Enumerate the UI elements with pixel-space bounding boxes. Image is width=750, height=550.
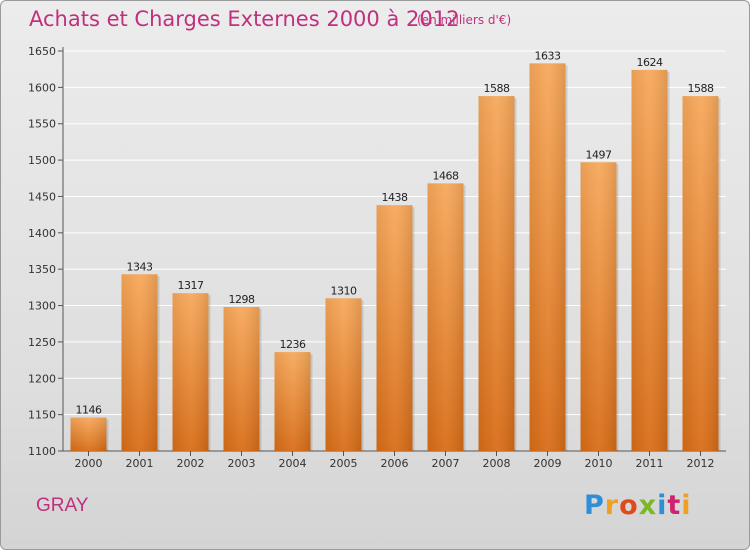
bar-shade [274,352,311,451]
bar-shade [121,274,158,451]
bar-shade [631,69,668,451]
x-tick-label: 2000 [75,457,103,470]
value-label: 1588 [484,82,510,95]
logo-letter: i [681,490,692,521]
value-label: 1343 [127,260,153,273]
value-label: 1310 [331,284,357,297]
x-tick-label: 2001 [126,457,154,470]
bar-shade [478,96,515,451]
bar-shade [580,162,617,452]
value-label: 1588 [688,82,714,95]
labels: 1100 1150 1200 1250 1300 1350 1400 1450 1500 1550… [28,45,715,470]
y-tick-label: 1250 [28,336,56,349]
y-tick-label: 1200 [28,372,56,385]
chart-unit-label: (en milliers d'€) [417,13,512,27]
bar-shade [325,298,362,451]
value-label: 1146 [76,404,102,417]
x-tick-label: 2005 [330,457,358,470]
y-tick-label: 1500 [28,154,56,167]
value-label: 1497 [586,148,612,161]
value-label: 1236 [280,338,306,351]
x-tick-label: 2011 [636,457,664,470]
bar-shade [70,417,107,451]
x-tick-label: 2003 [228,457,256,470]
bars [70,63,721,452]
x-tick-label: 2004 [279,457,307,470]
x-tick-label: 2008 [483,457,511,470]
proxiti-logo[interactable]: Proxiti [584,490,692,521]
x-tick-label: 2002 [177,457,205,470]
y-tick-label: 1350 [28,263,56,276]
y-tick-label: 1650 [28,45,56,58]
bar-shade [682,96,719,451]
value-label: 1438 [382,191,408,204]
logo-letter: x [638,490,658,521]
logo-letter: i [657,490,668,521]
logo-letter: t [667,490,682,521]
y-tick-label: 1400 [28,227,56,240]
value-label: 1624 [637,56,663,69]
value-label: 1317 [178,279,204,292]
bar-shade [172,293,209,451]
x-tick-label: 2006 [381,457,409,470]
value-label: 1298 [229,293,255,306]
y-tick-label: 1550 [28,118,56,131]
x-tick-label: 2007 [432,457,460,470]
x-tick-label: 2010 [585,457,613,470]
chart-title: Achats et Charges Externes 2000 à 2012 [29,7,460,31]
x-tick-label: 2009 [534,457,562,470]
y-tick-label: 1100 [28,445,56,458]
bar-shade [376,205,413,451]
bar-shade [223,307,260,451]
logo-letter: o [619,490,639,521]
y-tick-label: 1300 [28,300,56,313]
value-label: 1468 [433,169,459,182]
logo-letter: P [584,490,605,521]
y-tick-label: 1150 [28,409,56,422]
bar-shade [427,183,464,451]
bar-shade [529,63,566,451]
value-label: 1633 [535,49,561,62]
logo-letter: r [604,490,620,521]
y-tick-label: 1600 [28,81,56,94]
city-name: GRAY [36,495,89,516]
x-tick-label: 2012 [687,457,715,470]
y-tick-label: 1450 [28,190,56,203]
